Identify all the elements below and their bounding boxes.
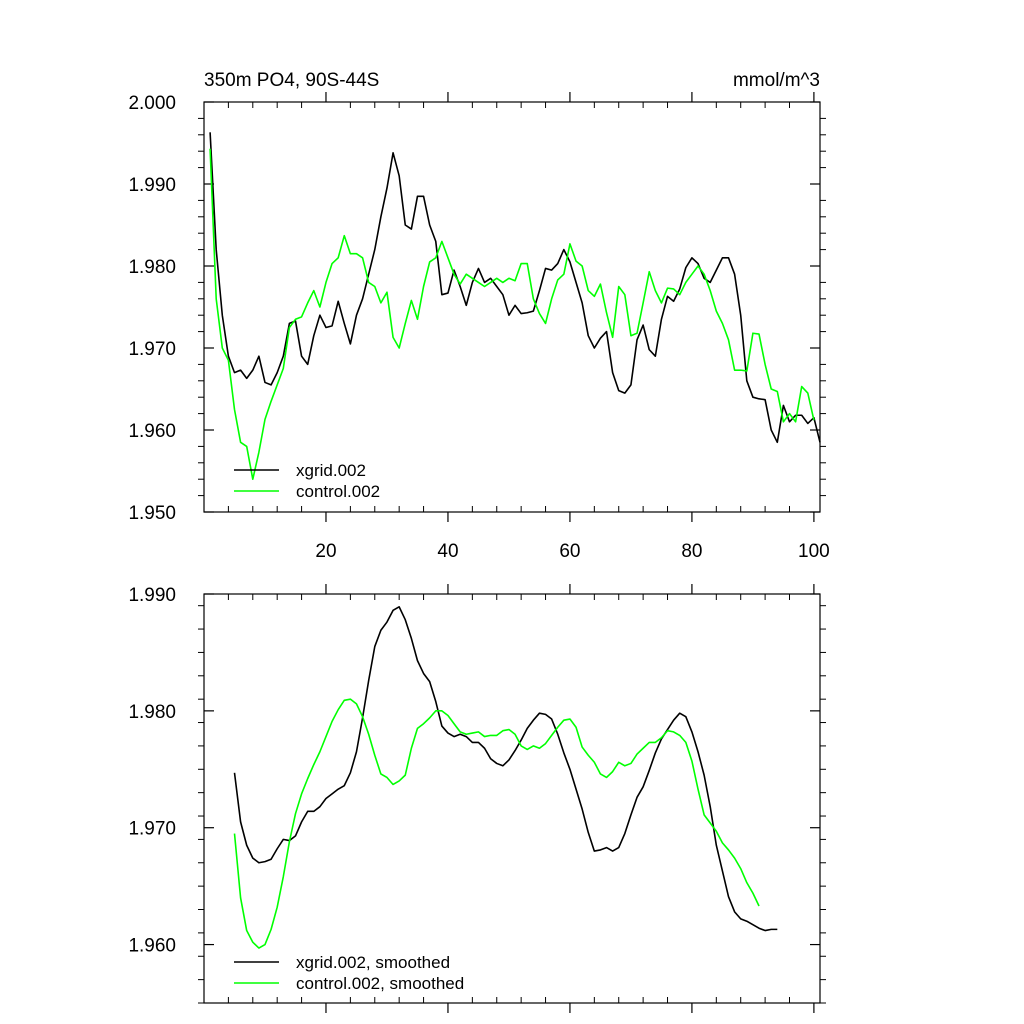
y-tick-label: 1.950 (128, 503, 176, 524)
bottom-panel-frame (203, 593, 821, 1004)
legend-label-xgrid: xgrid.002 (296, 461, 366, 480)
x-tick-label: 60 (559, 541, 580, 562)
y-tick-label: 1.960 (128, 421, 176, 442)
y-tick-label: 1.980 (128, 702, 176, 723)
y-tick-label: 1.990 (128, 175, 176, 196)
series-line-control-002 (209, 148, 815, 481)
y-tick-label: 1.960 (128, 936, 176, 957)
y-tick-label: 1.970 (128, 339, 176, 360)
units-label: mmol/m^3 (733, 70, 820, 91)
x-tick-label: 40 (437, 541, 458, 562)
y-tick-label: 1.970 (128, 819, 176, 840)
top-panel-ticks: 20 40 60 80 100 1.950 1.960 1.970 1.980 1.990 2.00… (128, 92, 830, 562)
legend-label-control: control.002 (296, 482, 380, 501)
series-line-xgrid-002-smoothed (233, 606, 778, 932)
top-panel-series (209, 132, 821, 481)
x-tick-label: 20 (315, 541, 336, 562)
legend-label-xgrid-smoothed: xgrid.002, smoothed (296, 953, 450, 972)
bottom-legend: xgrid.002, smoothed control.002, smoothe… (234, 953, 464, 993)
legend-label-control-smoothed: control.002, smoothed (296, 974, 464, 993)
y-tick-label: 1.990 (128, 585, 176, 606)
x-tick-label: 100 (798, 541, 830, 562)
bottom-panel-ticks: 1.960 1.970 1.980 1.990 (128, 584, 826, 1013)
bottom-panel: 1.960 1.970 1.980 1.990 xgrid.002, smoothed… (128, 584, 826, 1013)
x-tick-label: 80 (681, 541, 702, 562)
y-tick-label: 1.980 (128, 257, 176, 278)
top-panel: 350m PO4, 90S-44S mmol/m^3 20 40 60 80 100 1.… (128, 70, 829, 562)
top-panel-frame (203, 101, 821, 513)
top-legend: xgrid.002 control.002 (234, 461, 380, 501)
bottom-panel-series (233, 606, 778, 949)
chart-title: 350m PO4, 90S-44S (204, 70, 379, 91)
series-line-control-002-smoothed (233, 698, 760, 949)
series-line-xgrid-002 (209, 132, 821, 444)
y-tick-label: 2.000 (128, 93, 176, 114)
